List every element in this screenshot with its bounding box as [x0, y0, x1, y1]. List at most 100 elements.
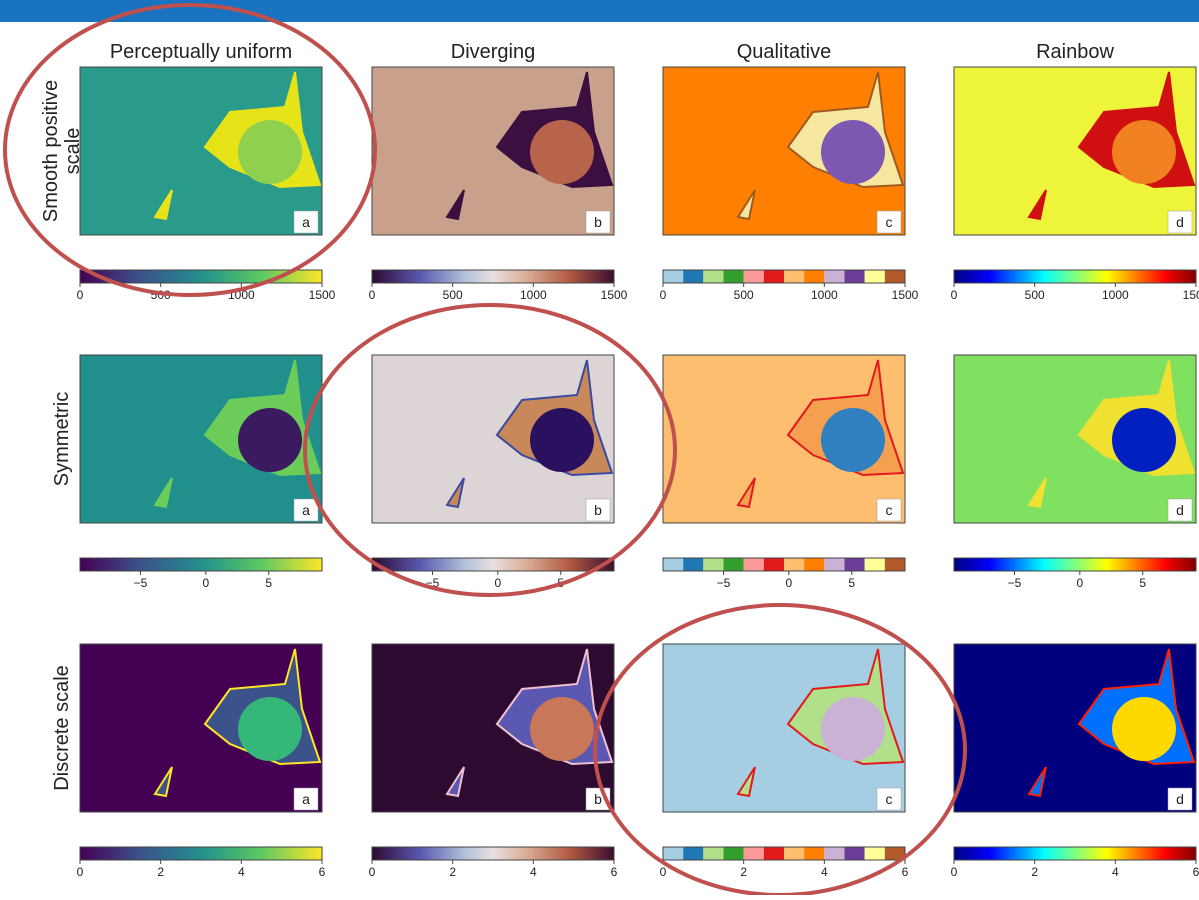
colorbar-cell	[683, 847, 703, 860]
panel: a	[80, 355, 322, 523]
colorbar-cell	[724, 270, 744, 283]
panel: d	[954, 67, 1196, 235]
panel: d	[954, 644, 1196, 812]
colorbar-tick-label: 6	[902, 865, 909, 879]
colorbar-cell	[683, 558, 703, 571]
colorbar-cell	[744, 270, 764, 283]
panel-letter: c	[886, 214, 893, 230]
colorbar-tick-label: 1500	[1183, 288, 1199, 302]
colorbar	[954, 270, 1196, 283]
colorbar-cell	[683, 270, 703, 283]
colorbar	[372, 270, 614, 283]
colorbar-cell	[784, 558, 804, 571]
panel-letter: c	[886, 502, 893, 518]
colorbar-cell	[865, 558, 885, 571]
row-label-line: Discrete scale	[51, 665, 73, 791]
colorbar-cell	[824, 558, 844, 571]
colorbar-tick-label: 500	[1025, 288, 1045, 302]
colorbar-cell	[703, 270, 723, 283]
colorbar-cell	[845, 558, 865, 571]
panel: a	[80, 67, 322, 235]
panel: a	[80, 644, 322, 812]
column-title: Diverging	[451, 41, 535, 63]
panel-letter: b	[594, 791, 602, 807]
colorbar-tick-label: 0	[77, 288, 84, 302]
colorbar-cell	[663, 558, 683, 571]
colorbar-tick-label: 6	[611, 865, 618, 879]
flake-core	[530, 697, 594, 761]
colorbar-tick-label: 1500	[601, 288, 628, 302]
colorbar-tick-label: 1500	[309, 288, 336, 302]
colorbar-tick-label: 6	[319, 865, 326, 879]
colorbar-tick-label: −5	[717, 576, 731, 590]
colorbar-tick-label: −5	[1008, 576, 1022, 590]
colorbar-tick-label: 0	[1076, 576, 1083, 590]
flake-core	[1112, 120, 1176, 184]
colorbar-cell	[703, 847, 723, 860]
colorbar	[954, 558, 1196, 571]
flake-core	[530, 408, 594, 472]
figure: Perceptually uniform Diverging Qualitative…	[0, 0, 1199, 895]
flake-core	[1112, 408, 1176, 472]
colorbar	[372, 558, 614, 571]
row-label-line: Symmetric	[51, 392, 73, 486]
flake-core	[238, 697, 302, 761]
flake-core	[821, 697, 885, 761]
column-title: Qualitative	[737, 41, 832, 63]
colorbar-tick-label: 0	[951, 288, 958, 302]
colorbar-tick-label: 5	[1139, 576, 1146, 590]
colorbar-tick-label: 2	[157, 865, 164, 879]
panel-letter: a	[302, 214, 310, 230]
panel-letter: b	[594, 502, 602, 518]
flake-core	[821, 120, 885, 184]
colorbar-tick-label: 0	[785, 576, 792, 590]
colorbar-cell	[663, 847, 683, 860]
row-label: Discrete scale	[51, 665, 73, 791]
colorbar-cell	[804, 558, 824, 571]
panel: b	[372, 355, 614, 523]
colorbar-tick-label: 4	[530, 865, 537, 879]
colorbar-cell	[744, 558, 764, 571]
colorbar-tick-label: 4	[821, 865, 828, 879]
colorbar-cell	[764, 270, 784, 283]
colorbar-cell	[865, 847, 885, 860]
flake-core	[238, 408, 302, 472]
colorbar-tick-label: 4	[1112, 865, 1119, 879]
panel-letter: d	[1176, 502, 1184, 518]
colorbar-cell	[703, 558, 723, 571]
flake-core	[1112, 697, 1176, 761]
column-title: Rainbow	[1036, 41, 1114, 63]
panel: c	[663, 67, 905, 235]
colorbar-tick-label: 0	[660, 865, 667, 879]
flake-core	[821, 408, 885, 472]
colorbar-tick-label: 2	[449, 865, 456, 879]
flake-core	[238, 120, 302, 184]
colorbar-tick-label: 1000	[520, 288, 547, 302]
colorbar-tick-label: 2	[740, 865, 747, 879]
colorbar-cell	[784, 847, 804, 860]
colorbar-tick-label: 5	[848, 576, 855, 590]
colorbar-tick-label: 2	[1031, 865, 1038, 879]
colorbar-tick-label: 0	[660, 288, 667, 302]
colorbar-tick-label: 5	[265, 576, 272, 590]
colorbar-cell	[885, 558, 905, 571]
colorbar-tick-label: 0	[369, 865, 376, 879]
colorbar-cell	[744, 847, 764, 860]
colorbar	[80, 558, 322, 571]
colorbar-cell	[764, 847, 784, 860]
panel-letter: d	[1176, 214, 1184, 230]
row-label-line: Smooth positive	[40, 80, 62, 222]
colorbar-tick-label: 1000	[1102, 288, 1129, 302]
panel: d	[954, 355, 1196, 523]
colorbar-cell	[804, 270, 824, 283]
colorbar	[954, 847, 1196, 860]
panel: b	[372, 67, 614, 235]
column-title: Perceptually uniform	[110, 41, 292, 63]
colorbar-tick-label: 1500	[892, 288, 919, 302]
colorbar-cell	[865, 270, 885, 283]
colorbar-cell	[764, 558, 784, 571]
colorbar-tick-label: 0	[369, 288, 376, 302]
colorbar	[372, 847, 614, 860]
colorbar-tick-label: 500	[734, 288, 754, 302]
colorbar-cell	[784, 270, 804, 283]
